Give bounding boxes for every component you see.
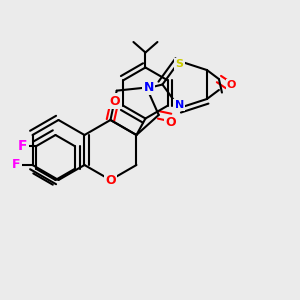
- Text: O: O: [227, 80, 236, 90]
- Text: N: N: [144, 81, 154, 94]
- Text: N: N: [175, 100, 184, 110]
- Text: O: O: [165, 116, 176, 129]
- Text: F: F: [18, 139, 27, 153]
- Text: O: O: [110, 94, 120, 108]
- Text: S: S: [176, 59, 183, 69]
- Text: O: O: [105, 173, 116, 187]
- Text: F: F: [12, 158, 20, 172]
